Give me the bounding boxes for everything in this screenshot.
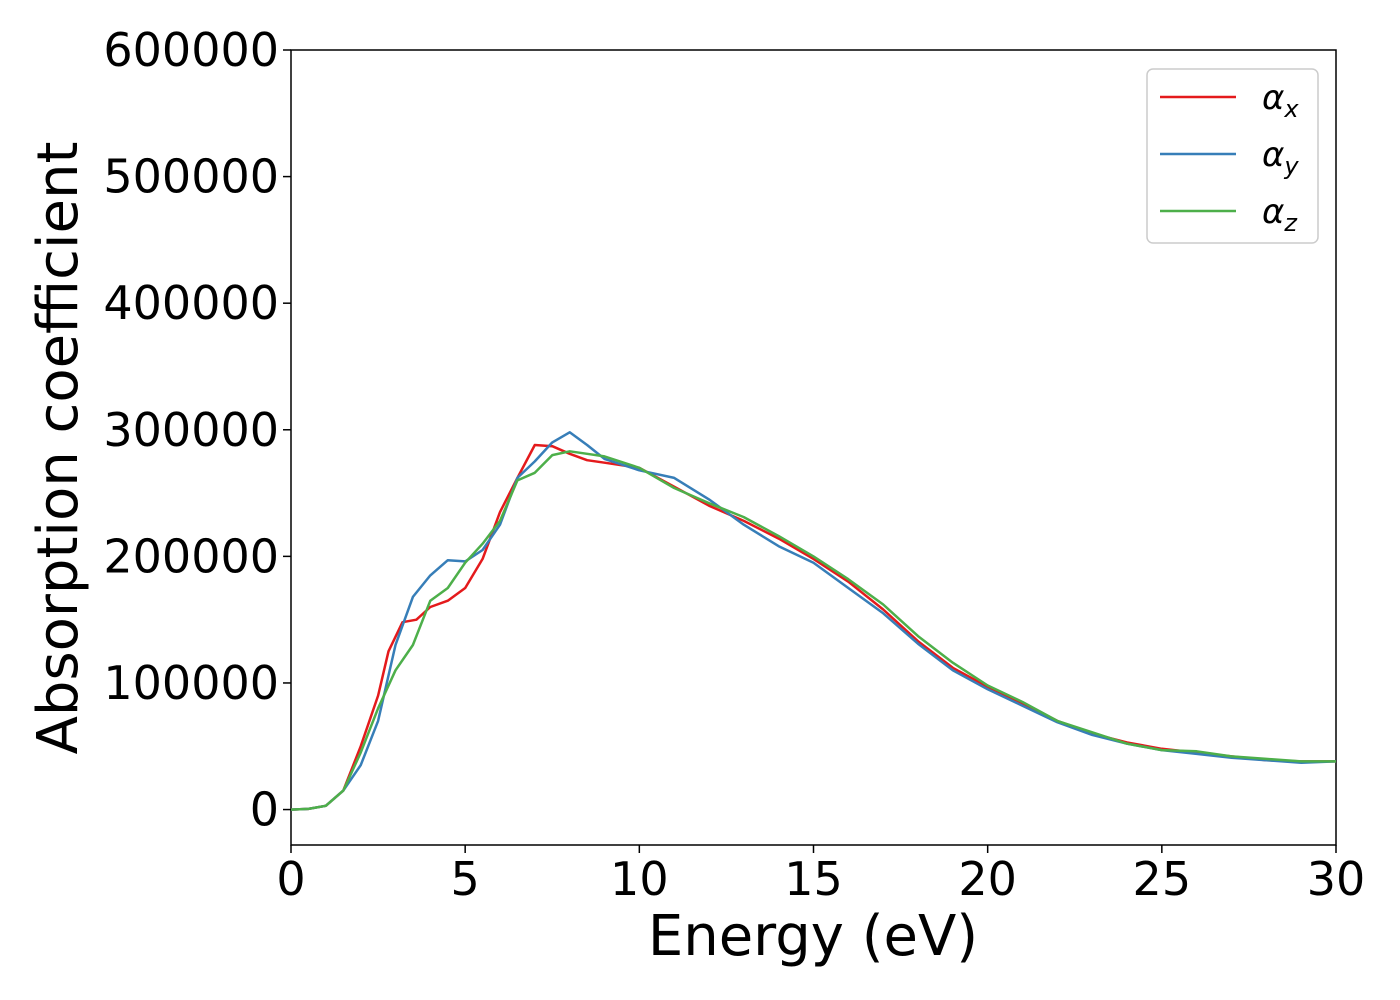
series-line-y: [290, 431, 1337, 811]
y-axis-label: Absorption coefficient: [26, 142, 91, 755]
legend-box: [1146, 68, 1319, 244]
y-tick-label: 0: [250, 783, 279, 837]
series-lines: [290, 431, 1337, 811]
x-tick-label: 25: [1133, 852, 1192, 906]
y-tick-label: 500000: [103, 150, 279, 204]
x-axis-ticks: 0 5 10 15 20 25 30: [276, 845, 1365, 906]
x-tick-label: 5: [451, 852, 480, 906]
y-axis-ticks: 0 100000 200000 300000 400000 500000 600000: [103, 23, 291, 837]
x-tick-label: 0: [276, 852, 305, 906]
y-tick-label: 200000: [103, 529, 279, 583]
y-tick-label: 300000: [103, 403, 279, 457]
x-tick-label: 10: [610, 852, 669, 906]
x-tick-label: 30: [1307, 852, 1366, 906]
y-tick-label: 100000: [103, 656, 279, 710]
x-tick-label: 20: [958, 852, 1017, 906]
y-tick-label: 600000: [103, 23, 279, 77]
legend-label-z: αz: [1262, 192, 1298, 237]
y-tick-label: 400000: [103, 276, 279, 330]
x-axis-label: Energy (eV): [648, 904, 978, 969]
series-line-x: [290, 443, 1336, 811]
series-line-z: [290, 450, 1336, 811]
x-tick-label: 15: [784, 852, 843, 906]
